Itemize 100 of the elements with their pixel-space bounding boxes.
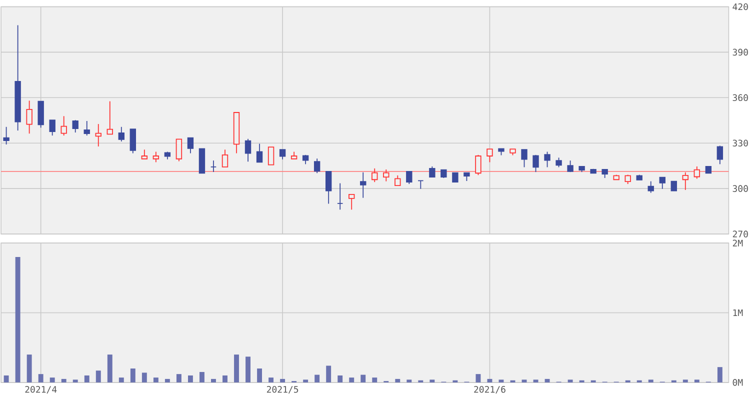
bar	[188, 376, 193, 383]
bar	[4, 376, 9, 383]
candlestick	[302, 154, 309, 165]
bar	[61, 379, 66, 383]
bar	[476, 374, 481, 383]
candlestick	[372, 168, 378, 183]
bar	[590, 380, 596, 383]
candlestick	[60, 116, 67, 136]
candlestick	[648, 180, 654, 194]
y-tick-label: 0M	[732, 379, 743, 386]
bar	[372, 378, 378, 383]
bar	[222, 376, 228, 383]
candlestick	[682, 172, 688, 191]
bar	[498, 380, 504, 383]
y-tick-label: 300	[732, 185, 748, 192]
bar	[142, 372, 147, 383]
bar	[176, 374, 182, 383]
bar	[72, 380, 78, 383]
candlestick	[532, 154, 539, 173]
bar	[487, 379, 492, 383]
bar	[568, 380, 573, 383]
bar	[314, 374, 320, 383]
bar	[579, 380, 584, 383]
bar	[38, 374, 44, 383]
bar	[418, 380, 424, 383]
candlestick	[210, 160, 217, 173]
x-tick-label: 2021/4	[25, 386, 57, 394]
y-tick-label: 360	[732, 94, 748, 102]
x-tick-label: 2021/5	[266, 386, 298, 394]
candlestick	[130, 128, 136, 154]
bar	[360, 374, 366, 383]
candlestick	[486, 148, 493, 163]
bar	[234, 354, 239, 383]
candlestick	[556, 157, 562, 168]
bar	[544, 379, 550, 383]
bar	[107, 354, 112, 383]
candlestick	[694, 166, 700, 180]
candlestick	[244, 138, 252, 162]
bar	[96, 370, 101, 383]
candlestick	[187, 137, 194, 154]
bar	[26, 354, 32, 383]
candlestick	[106, 100, 113, 135]
bar	[694, 380, 700, 383]
bar	[625, 380, 630, 383]
y-tick-label: 330	[732, 140, 748, 147]
candlestick	[72, 120, 78, 134]
bar	[395, 379, 400, 383]
candlestick	[716, 145, 724, 165]
candlestick	[383, 169, 390, 182]
bar	[636, 380, 642, 383]
bar	[50, 378, 55, 383]
y-tick-label: 1M	[733, 310, 743, 316]
candlestick	[325, 171, 332, 204]
candlestick	[360, 172, 366, 198]
candlestick	[348, 194, 355, 210]
bar	[164, 379, 170, 383]
bar	[533, 380, 538, 383]
y-tick-label: 390	[732, 48, 748, 56]
bar	[84, 376, 90, 383]
candlestick	[141, 149, 148, 160]
bar	[338, 376, 343, 383]
candlestick	[475, 154, 482, 176]
candlestick	[544, 151, 550, 168]
bar	[717, 367, 722, 383]
candlestick	[84, 120, 90, 136]
candlestick	[152, 151, 160, 163]
candlestick	[26, 100, 32, 134]
bar	[682, 380, 688, 383]
candlestick	[268, 146, 274, 166]
candlestick	[406, 171, 412, 185]
bar	[246, 356, 250, 383]
bar	[130, 368, 136, 383]
candlestick	[314, 158, 320, 174]
bar	[452, 380, 458, 383]
bar	[671, 380, 676, 383]
bar	[153, 378, 158, 383]
bar	[257, 368, 262, 383]
candlestick	[659, 177, 666, 190]
y-tick-label: 270	[732, 230, 748, 238]
candlestick	[38, 100, 44, 128]
bar	[280, 379, 286, 383]
bar	[118, 378, 124, 383]
candlestick	[118, 126, 124, 142]
bar	[326, 366, 332, 383]
candlestick	[176, 138, 182, 162]
candlestick	[3, 126, 10, 146]
candlestick	[95, 124, 102, 148]
y-tick-label: 2M	[732, 240, 743, 246]
bar	[15, 257, 20, 383]
candlestick	[256, 143, 263, 163]
candlestick	[418, 180, 424, 190]
candlestick	[670, 180, 677, 192]
bar	[268, 378, 274, 383]
bar	[211, 379, 216, 383]
bar	[349, 378, 354, 383]
bar	[430, 380, 435, 383]
bar	[200, 372, 204, 383]
candlestick	[521, 149, 528, 168]
bar	[303, 380, 308, 383]
candlestick	[394, 175, 401, 186]
